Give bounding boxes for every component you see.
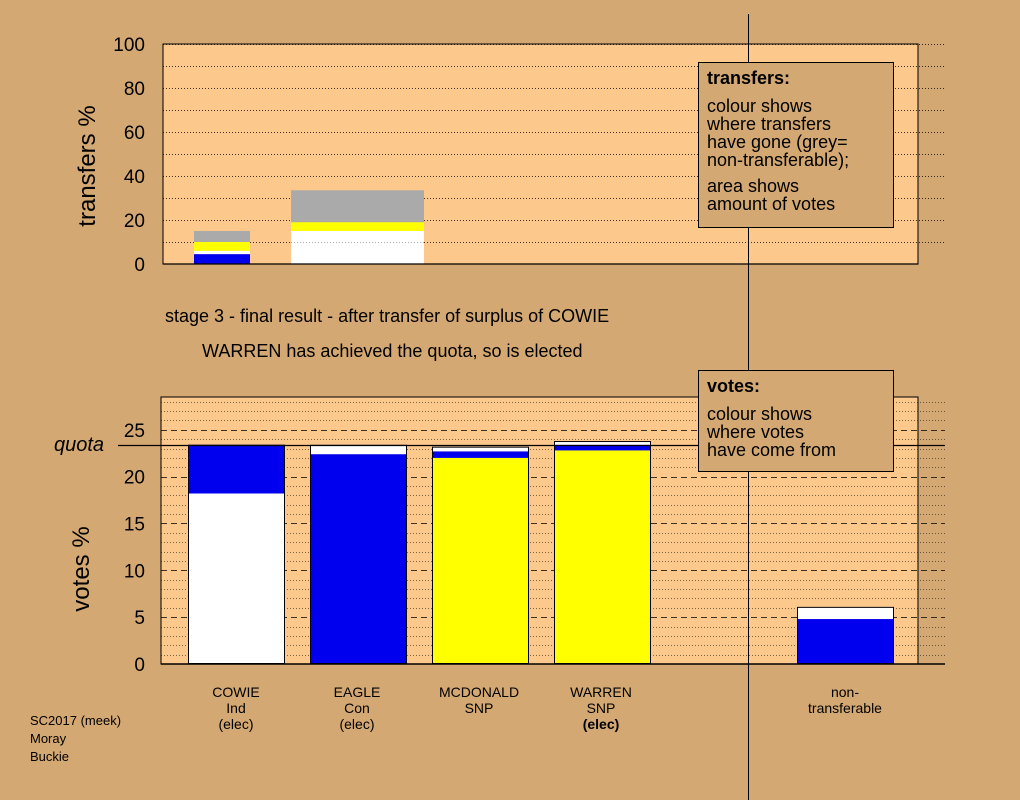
transfer-bar-segment <box>291 231 424 264</box>
votes-legend-line: where votes <box>707 422 805 442</box>
transfer-bar-segment <box>194 254 250 264</box>
candidate-label-mcdonald: MCDONALD SNP <box>438 684 520 716</box>
candidate-label-eagle: EAGLE Con (elec) <box>333 684 381 732</box>
vote-bar-segment <box>188 493 285 664</box>
y-tick-label: 25 <box>124 421 145 442</box>
y-tick-label: 5 <box>134 608 145 629</box>
candidate-label-warren: WARREN SNP (elec) <box>570 684 632 732</box>
transfer-bar-segment <box>194 250 250 255</box>
transfers-legend-line: where transfers <box>707 114 832 134</box>
transfers-legend-line: non-transferable); <box>707 150 850 170</box>
nontransferable-label: non-transferable <box>808 684 882 716</box>
stage-heading: stage 3 - final result - after transfer … <box>165 306 610 326</box>
footer-line: Moray <box>30 731 67 746</box>
y-tick-label: 15 <box>124 514 145 535</box>
vote-bar-segment <box>432 446 529 452</box>
transfers-legend-line: amount of votes <box>707 194 836 214</box>
transfers-legend-title: transfers: <box>707 68 791 88</box>
vote-bar-segment <box>554 441 651 445</box>
y-tick-label: 20 <box>124 211 145 232</box>
votes-legend-title: votes: <box>707 376 761 396</box>
vote-bar-segment <box>554 450 651 664</box>
vote-bar-segment <box>432 451 529 458</box>
transfer-bar-segment <box>291 190 424 223</box>
votes-legend: votes: colour shows where votes have com… <box>698 370 894 472</box>
transfers-legend: transfers: colour shows where transfers … <box>698 62 894 228</box>
transfers-legend-line: area shows <box>707 176 800 196</box>
y-tick-label: 0 <box>134 655 145 676</box>
transfers-axis-label: transfers % <box>74 105 101 227</box>
footer: SC2017 (meek) Moray Buckie <box>30 712 121 766</box>
footer-line: SC2017 (meek) <box>30 713 122 728</box>
y-tick-label: 40 <box>124 167 145 188</box>
footer-line: Buckie <box>30 749 70 764</box>
y-tick-label: 20 <box>124 468 145 489</box>
y-tick-label: 100 <box>113 35 145 56</box>
vote-bar-segment <box>797 619 894 664</box>
transfer-bar-segment <box>194 242 250 251</box>
vote-bar-segment <box>554 444 651 451</box>
votes-legend-line: have come from <box>707 440 837 460</box>
votes-legend-line: colour shows <box>707 404 813 424</box>
votes-axis-label: votes % <box>68 526 95 612</box>
vote-bar-segment <box>432 457 529 664</box>
transfer-bar-segment <box>194 231 250 242</box>
y-tick-label: 0 <box>134 255 145 276</box>
y-tick-label: 10 <box>124 561 145 582</box>
y-tick-label: 80 <box>124 79 145 100</box>
transfers-legend-line: colour shows <box>707 96 813 116</box>
transfers-legend-line: have gone (grey= <box>707 132 848 152</box>
candidate-label-cowie: COWIE Ind (elec) <box>212 684 260 732</box>
vote-bar-segment <box>188 444 285 494</box>
quota-label: quota <box>54 434 105 456</box>
y-tick-label: 60 <box>124 123 145 144</box>
transfer-bar-segment <box>291 222 424 231</box>
vote-bar-segment <box>797 606 894 620</box>
vote-bar-segment <box>310 454 407 664</box>
status-heading: WARREN has achieved the quota, so is ele… <box>202 341 583 361</box>
vote-bar-segment <box>310 444 407 455</box>
